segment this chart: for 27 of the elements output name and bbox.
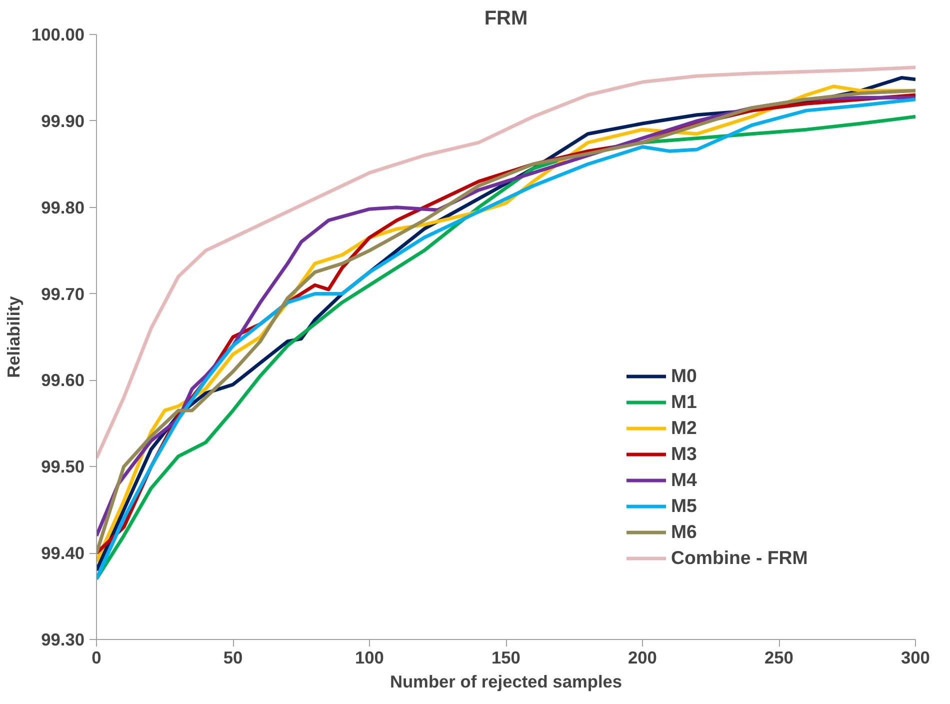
legend-label: M1 bbox=[671, 391, 697, 413]
y-tick-label: 99.50 bbox=[41, 456, 85, 477]
y-tick-label: 99.70 bbox=[41, 284, 85, 304]
legend-label: M2 bbox=[671, 417, 697, 439]
legend-label: M5 bbox=[671, 495, 697, 517]
x-tick-label: 300 bbox=[901, 648, 930, 668]
x-axis-title: Number of rejected samples bbox=[390, 672, 622, 692]
y-tick-label: 99.60 bbox=[41, 370, 85, 390]
y-tick-label: 99.90 bbox=[41, 110, 85, 131]
legend-label: Combine - FRM bbox=[671, 547, 808, 569]
x-tick-label: 50 bbox=[223, 648, 243, 668]
y-tick-label: 100.00 bbox=[32, 24, 84, 44]
x-tick-label: 0 bbox=[92, 648, 102, 668]
legend-label: M6 bbox=[671, 521, 697, 543]
y-tick-label: 99.30 bbox=[41, 630, 85, 650]
legend-label: M0 bbox=[671, 365, 697, 387]
y-tick-label: 99.80 bbox=[41, 197, 85, 218]
y-axis-title: Reliability bbox=[4, 296, 24, 378]
x-tick-label: 250 bbox=[764, 648, 794, 668]
y-tick-label: 99.40 bbox=[41, 543, 85, 564]
legend-label: M4 bbox=[671, 469, 697, 491]
x-tick-label: 100 bbox=[355, 648, 384, 668]
chart-title: FRM bbox=[484, 8, 528, 30]
x-tick-label: 150 bbox=[492, 648, 520, 668]
line-series bbox=[96, 66, 916, 460]
legend-label: M3 bbox=[671, 443, 697, 465]
x-tick-label: 200 bbox=[628, 648, 657, 668]
